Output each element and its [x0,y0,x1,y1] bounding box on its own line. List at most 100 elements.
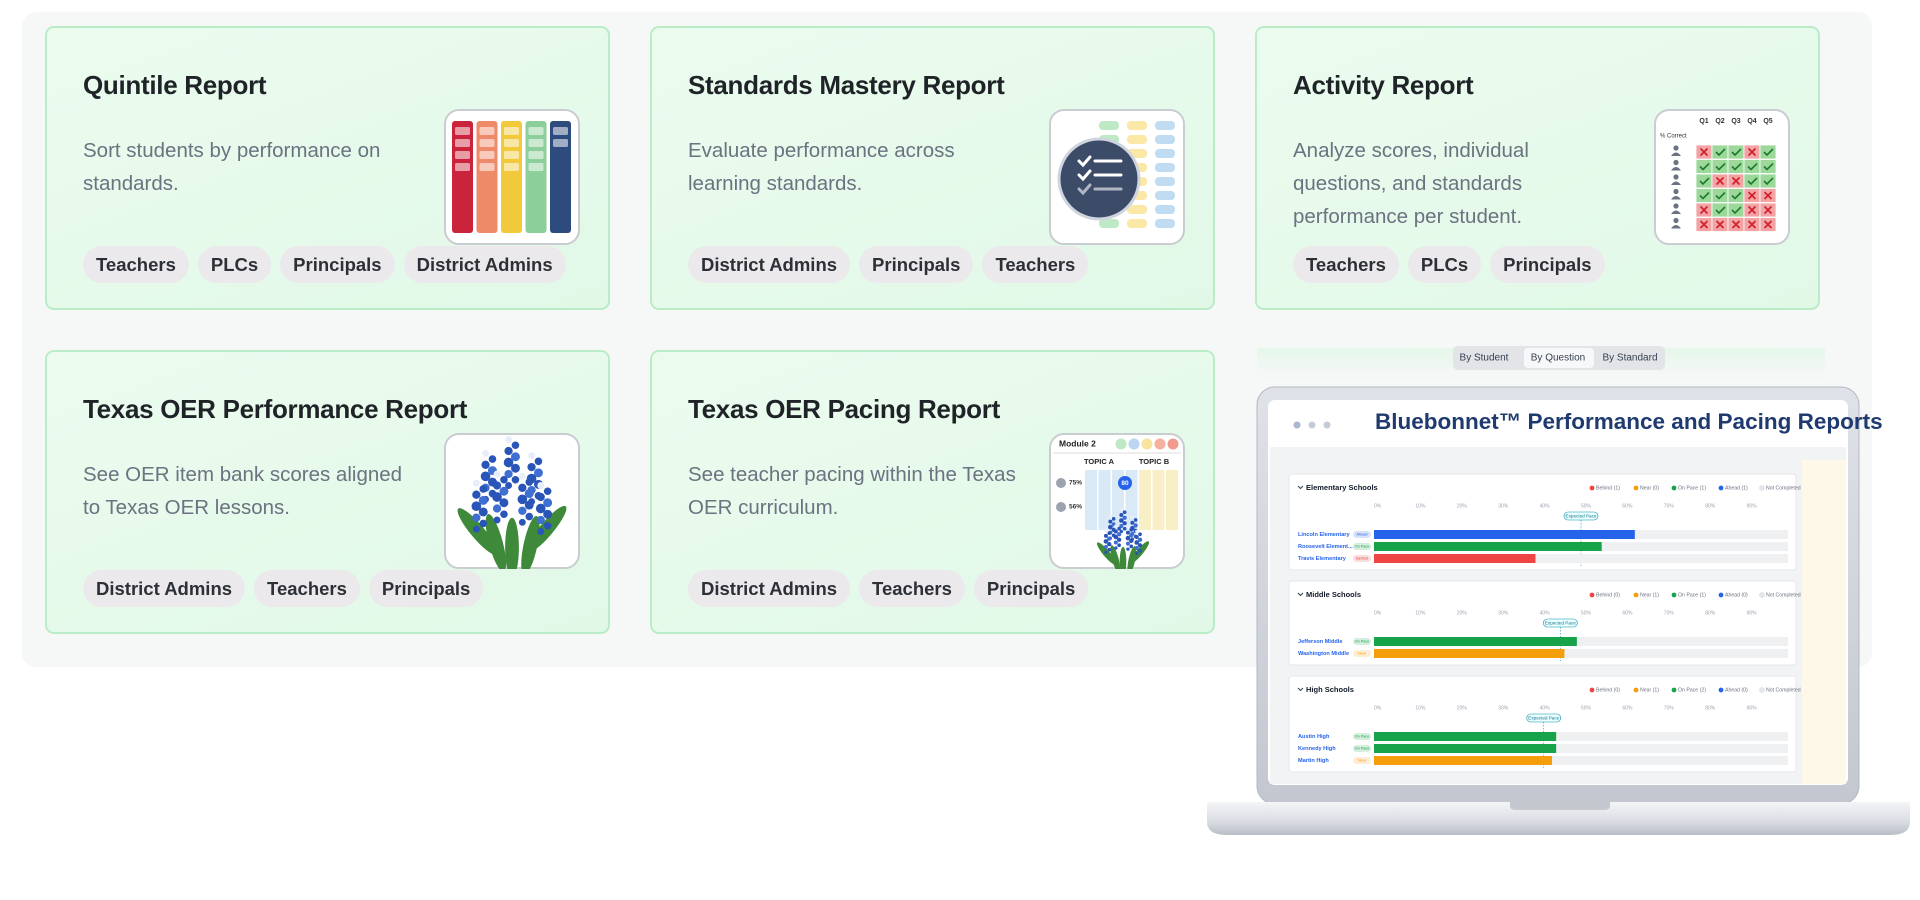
tick-label: 60% [1622,705,1633,711]
audience-tag: Teachers [859,570,965,607]
view-tab[interactable]: By Standard [1602,353,1657,364]
card-title: Texas OER Pacing Report [688,394,1000,424]
x-icon [1699,147,1709,157]
check-icon [1763,148,1774,157]
student-chip [504,163,519,171]
x-icon [1747,147,1757,157]
standard-cell [1155,191,1175,200]
leaf [1119,546,1127,569]
petal [525,512,534,521]
student-body [1671,181,1681,185]
petal [1122,526,1127,531]
report-card[interactable]: Quintile Report Sort students by perform… [45,26,610,310]
preview-title: Bluebonnet™ Performance and Pacing Repor… [1375,409,1883,434]
petal [511,475,520,484]
status-badge [1353,638,1371,645]
status-badge [1353,650,1371,657]
student-chip [479,127,495,135]
petal [1108,519,1113,524]
status-dot [1141,438,1153,450]
petal [472,490,481,499]
status-label: On Pace [1355,735,1370,739]
collapse-chevron [1297,592,1304,597]
school-name: Lincoln Elementary [1298,532,1350,538]
teacher-score: 75% [1069,480,1082,487]
petal [1114,546,1118,550]
progress-track [1374,637,1788,646]
check-icon [1731,162,1742,171]
petal [500,475,508,484]
legend-dot [1589,592,1595,598]
section-title: High Schools [1306,685,1354,694]
bluebonnet [457,436,567,569]
tick-label: 90% [1747,503,1758,509]
standard-cell [1155,149,1175,158]
question-header: Q1 [1699,118,1708,125]
standard-cell [1127,205,1147,214]
tick-label: 0% [1374,610,1382,616]
activity-illustration: % Correct Q1 Q2 Q3 Q4 Q5 [1654,109,1790,245]
petal [504,446,513,456]
card-title: Activity Report [1293,70,1474,100]
petal [492,504,502,513]
legend-label: On Pace (2) [1678,687,1706,693]
quintile-illustration [444,109,580,245]
legend-dot [1671,592,1677,598]
tick-label: 10% [1415,610,1426,616]
petal [1138,532,1142,537]
student-chip [528,163,544,171]
collapse-chevron [1297,485,1304,490]
petal [1107,531,1112,535]
question-header: Q3 [1731,118,1740,125]
petal [533,468,543,478]
petal [1130,520,1135,525]
tick-label: 40% [1540,503,1551,509]
status-badge [1353,555,1371,562]
petal [518,506,527,515]
tag-list: District Admins Teachers Principals [688,570,1089,607]
quintile-column [452,121,473,233]
petal [1108,524,1113,530]
legend-label: Behind (0) [1596,687,1620,693]
standard-cell [1127,219,1147,228]
window-dot [1308,421,1316,429]
tick-label: 30% [1498,503,1509,509]
student-chip [528,151,544,159]
legend-label: Not Completed [1766,485,1801,491]
petal [1114,524,1118,528]
petal [525,478,534,486]
collapse-chevron [1297,687,1304,692]
expected-pace-pill [1526,713,1562,723]
check-icon [1763,162,1774,171]
view-tab[interactable]: By Student [1460,353,1509,364]
petal [1103,539,1109,544]
report-card[interactable]: Activity Report Analyze scores, individu… [1255,26,1820,310]
status-dot [1167,438,1179,450]
progress-bar [1374,542,1602,551]
report-card[interactable]: Texas OER Pacing Report See teacher paci… [650,350,1215,634]
student-chip [504,139,519,147]
tick-label: 70% [1664,705,1675,711]
petal [537,482,545,489]
petal [543,509,553,519]
pace-column [1098,470,1111,530]
petal [492,481,502,490]
view-tab[interactable]: By Question [1531,353,1585,364]
petal [505,482,512,489]
standard-cell [1099,121,1119,130]
check-mark [1077,169,1092,182]
petal [1133,523,1138,528]
student-head [1673,188,1679,195]
tag-list: District Admins Principals Teachers [688,246,1089,283]
audience-tag: Teachers [982,246,1089,283]
petal [1107,536,1112,541]
petal [1117,526,1121,531]
report-card[interactable]: Texas OER Performance Report See OER ite… [45,350,610,634]
report-card[interactable]: Standards Mastery Report Evaluate perfor… [650,26,1215,310]
petal [504,469,513,479]
x-icon [1763,191,1773,200]
row-label: % Correct [1660,134,1687,140]
standard-cell [1155,219,1175,228]
pace-marker-label: 80 [1121,480,1129,487]
checklist-badge [1057,137,1141,221]
